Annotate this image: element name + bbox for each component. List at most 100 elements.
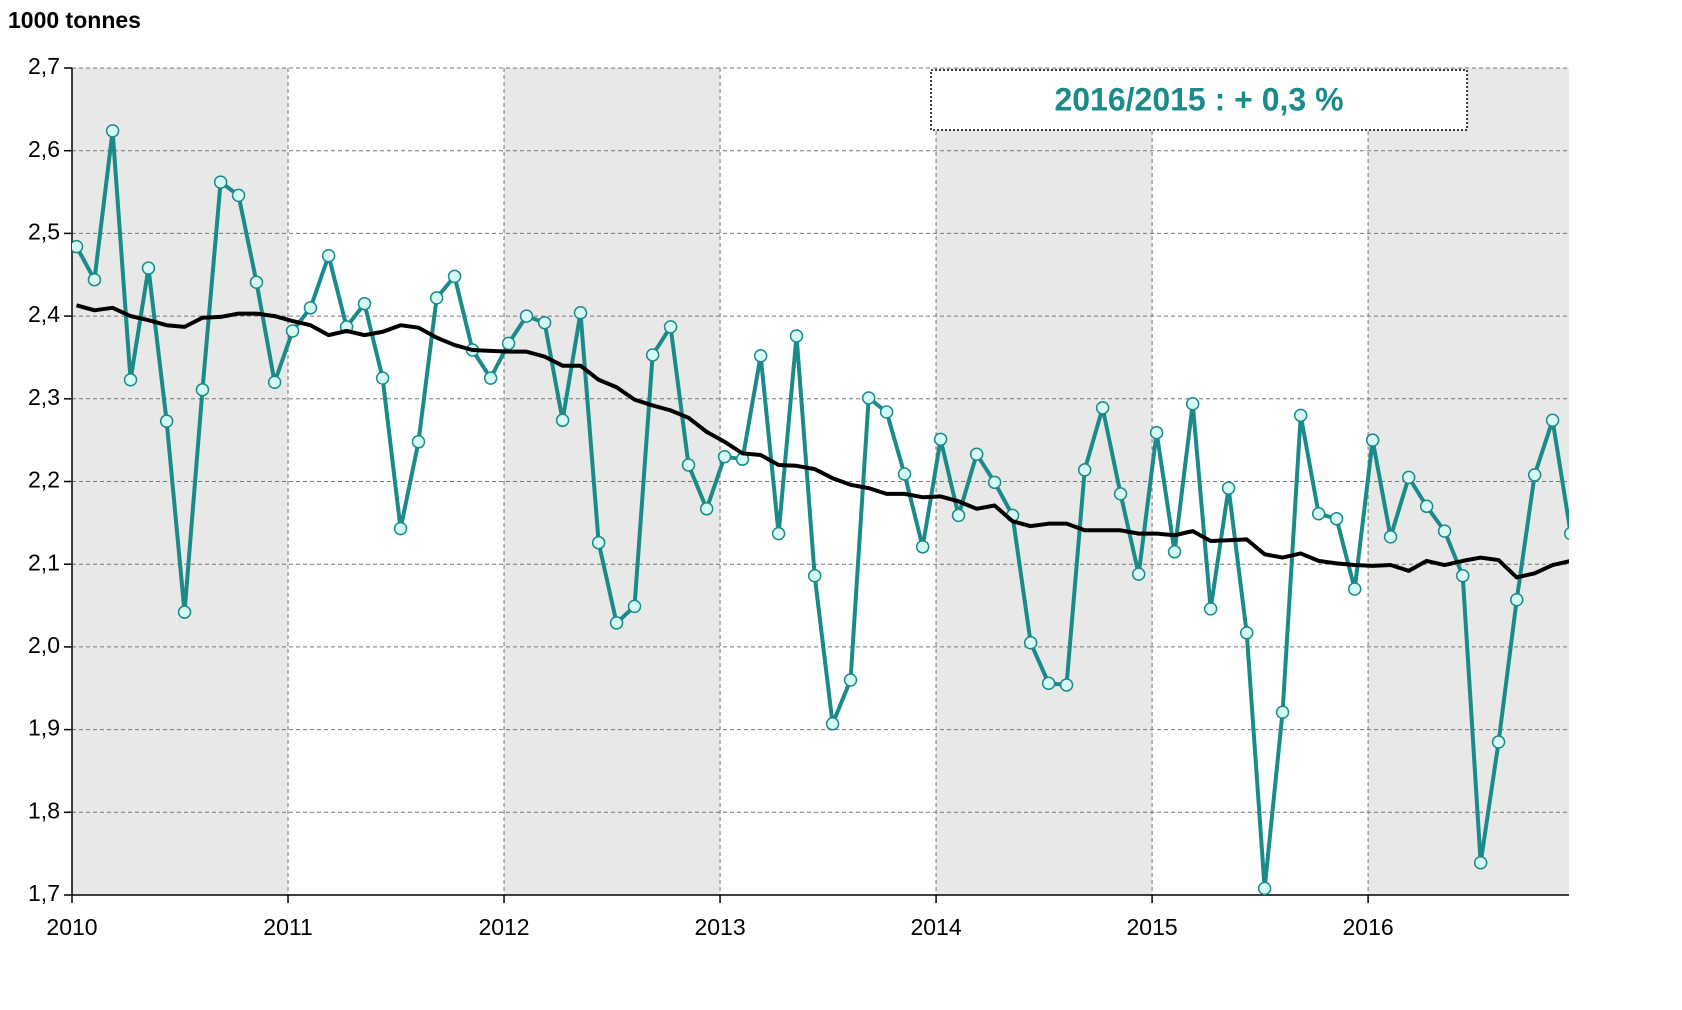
data-point [1401,470,1416,485]
data-point [1347,582,1362,596]
data-point [1221,481,1236,495]
data-point [321,248,336,263]
data-point [933,432,948,447]
series-line [74,128,1569,891]
data-point [1527,468,1542,482]
data-point [825,717,840,731]
data-point [537,315,552,330]
x-tick-label: 2015 [1127,914,1178,940]
y-tick-label: 2,5 [28,218,60,244]
data-point [411,435,426,449]
data-point [105,124,120,138]
annotation: 2016/2015 : + 0,3 % [1054,81,1343,117]
y-tick-label: 1,8 [28,797,60,823]
data-point [303,301,318,315]
y-tick-label: 2,7 [28,53,60,79]
x-tick-label: 2014 [910,914,961,940]
data-point [1311,507,1326,521]
y-axis-label: 1000 tonnes [8,7,141,33]
data-point [483,371,498,385]
data-point [1113,487,1128,501]
data-point [1239,626,1254,640]
data-point [699,502,714,516]
data-point [1203,602,1218,616]
data-point [177,605,192,619]
data-point [1131,567,1146,581]
annotation-box [930,69,1468,131]
y-tick-label: 2,0 [28,632,60,658]
labels: 1,7 1,8 1,9 2,0 2,1 2,2 2,3 2,4 2,5 2,6 2,7 2010 201… [28,53,1394,940]
data-point [519,309,534,323]
data-point [393,521,408,536]
data-point [645,348,660,362]
data-point [213,175,228,189]
data-point [447,269,462,284]
data-point [807,569,822,583]
y-tick-label: 2,2 [28,467,60,493]
data-point [591,535,606,550]
data-point [429,291,444,305]
data-point [1563,527,1569,541]
data-point [231,188,246,203]
y-tick-label: 2,1 [28,549,60,575]
data-point [123,373,138,387]
x-tick-label: 2013 [694,914,745,940]
data-point [72,239,84,254]
data-point [1509,593,1524,607]
data-point [1167,545,1182,559]
x-tick-label: 2012 [478,914,529,940]
data-point [627,599,642,614]
data-point [1383,530,1398,544]
data-point [969,447,984,461]
data-point [1545,413,1560,428]
y-tick-label: 2,4 [28,301,60,327]
data-point [1365,433,1380,447]
data-point [987,475,1002,490]
y-tick-label: 1,7 [28,880,60,906]
y-tick-label: 2,6 [28,136,60,162]
data-point [1491,735,1506,749]
data-point [159,414,174,428]
data-point [915,540,930,554]
data-point [1437,524,1452,538]
data-point [753,349,768,363]
data-point [357,296,372,311]
y-tick-label: 1,9 [28,715,60,741]
data-point [141,261,156,275]
data-point [1275,705,1290,719]
data-point [375,371,390,385]
x-tick-label: 2011 [263,914,312,940]
data-point [285,324,300,338]
data-point [1059,678,1074,692]
x-tick-label: 2010 [46,914,97,940]
data-point [1023,636,1038,650]
series-line [76,303,1569,580]
data-point [771,526,786,541]
data-point [195,382,210,397]
data-point [501,336,516,351]
data-point [1041,676,1056,691]
data-point [1293,408,1308,423]
data-point [1419,499,1434,514]
data-point [555,413,570,428]
data-point [1473,855,1488,870]
data-point [573,306,588,320]
data-point [681,458,696,472]
data-point [1455,569,1470,583]
data-point [1077,463,1092,477]
data-point [1185,397,1200,411]
data-point [663,320,678,334]
plot [72,124,1569,896]
data-point [717,449,732,464]
grid [64,67,1569,903]
y-tick-label: 2,3 [28,384,60,410]
data-point [1257,881,1272,896]
data-point [1095,401,1110,415]
data-point [87,272,102,287]
data-point [789,329,804,343]
data-point [897,467,912,481]
data-point [267,375,282,390]
data-point [951,508,966,523]
data-point [1149,425,1164,440]
